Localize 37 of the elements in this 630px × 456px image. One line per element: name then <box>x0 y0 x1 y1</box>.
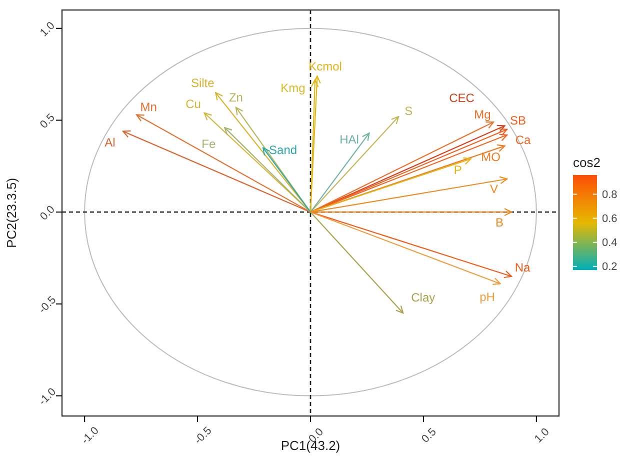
series-label: P <box>454 163 462 178</box>
y-tick-label: -0.5 <box>36 294 59 316</box>
series-label: HAl <box>340 132 359 146</box>
series-label: Ca <box>515 133 532 148</box>
series-label: Na <box>514 260 531 275</box>
series-label: SB <box>510 114 526 128</box>
series-label: Kmg <box>280 81 306 96</box>
y-tick-label: 0.0 <box>38 204 58 223</box>
x-tick-label: -1.0 <box>79 424 102 447</box>
series-label: Mg <box>474 107 491 122</box>
series-label: B <box>496 215 504 230</box>
series-label: Kcmol <box>308 59 342 74</box>
series-label: S <box>404 104 413 118</box>
text: CEC <box>449 90 475 105</box>
y-tick-label: 1.0 <box>38 20 58 40</box>
series-label: Al <box>104 135 116 150</box>
color-bar-label: 0.4 <box>602 237 618 250</box>
x-tick-label: 1.0 <box>532 426 552 446</box>
color-bar-title: cos2 <box>573 155 600 170</box>
y-tick-label: 0.5 <box>38 112 58 131</box>
series-label: Fe <box>202 136 216 151</box>
series-label: Sand <box>269 142 298 157</box>
series-label: Cu <box>186 97 201 112</box>
series-label: pH <box>480 290 495 304</box>
series-label: Silte <box>190 76 215 90</box>
color-bar-label: 0.2 <box>602 261 618 274</box>
y-tick-label: -1.0 <box>36 386 59 408</box>
x-tick-label: 0.5 <box>420 426 439 446</box>
color-bar-label: 0.6 <box>602 213 618 226</box>
y-axis-title: PC2(23.3.5) <box>4 178 19 248</box>
series-label: Clay <box>411 290 436 304</box>
series-label: Mn <box>140 100 157 114</box>
series-label: MO <box>481 150 500 164</box>
color-bar-label: 0.8 <box>602 189 618 202</box>
series-label: V <box>490 182 498 196</box>
x-tick-label: -0.5 <box>192 424 214 447</box>
series-label: Zn <box>228 90 243 105</box>
